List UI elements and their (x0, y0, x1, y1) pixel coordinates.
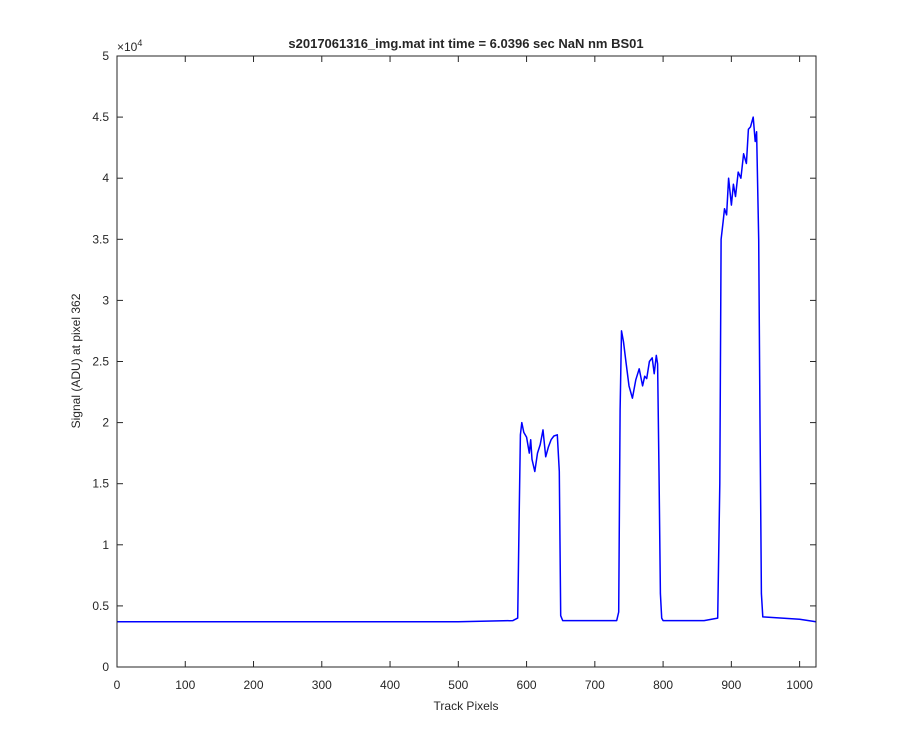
y-axis-multiplier-exponent: 4 (137, 38, 142, 48)
series-line (117, 116, 817, 623)
y-tick-label: 4.5 (92, 110, 109, 124)
x-tick-label: 500 (448, 678, 468, 692)
y-axis-multiplier: ×104 (117, 38, 142, 54)
x-tick-label: 1000 (786, 678, 813, 692)
y-tick-label: 2.5 (92, 355, 109, 369)
y-tick-label: 0 (102, 660, 109, 674)
x-tick-label: 900 (721, 678, 741, 692)
x-tick-label: 400 (380, 678, 400, 692)
y-axis-multiplier-base: ×10 (117, 40, 138, 54)
x-tick-label: 300 (312, 678, 332, 692)
y-tick-label: 3 (102, 293, 109, 307)
x-axis-ticks: 0 100 200 300 400 500 600 700 800 900 1000 (114, 56, 813, 692)
x-tick-label: 0 (114, 678, 121, 692)
axes-box (116, 55, 817, 668)
x-tick-label: 700 (585, 678, 605, 692)
y-tick-label: 0.5 (92, 599, 109, 613)
y-tick-label: 2 (102, 416, 109, 430)
x-axis-label: Track Pixels (434, 699, 499, 713)
y-axis-ticks: 0 0.5 1 1.5 2 2.5 3 3.5 4 4.5 5 (92, 49, 816, 674)
x-tick-label: 200 (244, 678, 264, 692)
chart-title: s2017061316_img.mat int time = 6.0396 se… (288, 36, 643, 51)
y-tick-label: 3.5 (92, 232, 109, 246)
y-tick-label: 1.5 (92, 477, 109, 491)
y-tick-label: 4 (102, 171, 109, 185)
x-tick-label: 100 (175, 678, 195, 692)
y-axis-label: Signal (ADU) at pixel 362 (69, 293, 83, 428)
y-tick-label: 5 (102, 49, 109, 63)
y-tick-label: 1 (102, 538, 109, 552)
x-tick-label: 600 (517, 678, 537, 692)
x-tick-label: 800 (653, 678, 673, 692)
